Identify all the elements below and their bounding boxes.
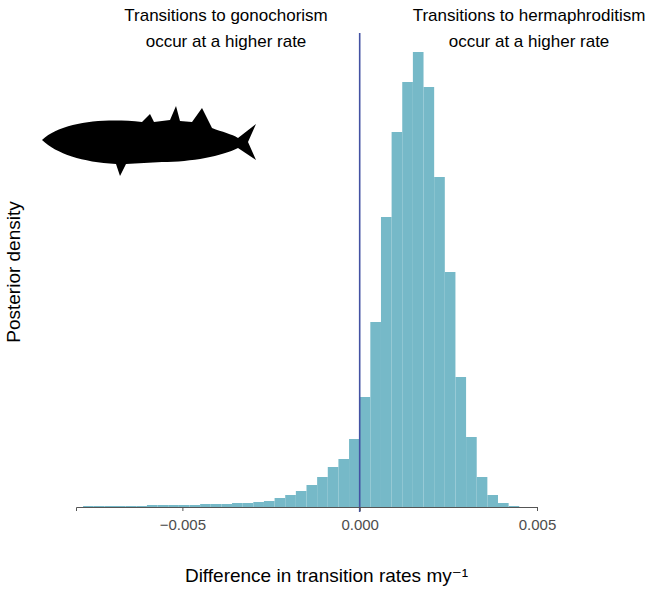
histogram-bar bbox=[317, 477, 328, 507]
reference-line bbox=[359, 33, 361, 512]
annotation: Transitions to hermaphroditism bbox=[413, 6, 646, 25]
histogram-bar bbox=[487, 495, 498, 507]
histogram-bar bbox=[115, 506, 126, 507]
histogram-bar bbox=[498, 503, 509, 507]
histogram-bar bbox=[402, 82, 413, 507]
histogram-bar bbox=[338, 459, 349, 507]
x-tick-mark bbox=[182, 507, 183, 511]
histogram-bar bbox=[275, 498, 286, 507]
histogram-bar bbox=[200, 504, 211, 507]
histogram-bar bbox=[83, 506, 94, 507]
histogram-bar bbox=[104, 506, 115, 507]
x-tick: −0.005 bbox=[160, 507, 206, 533]
chart: −0.005 0.000 0.005 Difference in transition… bbox=[0, 0, 662, 594]
fish-silhouette bbox=[42, 106, 256, 176]
x-tick-label: 0.000 bbox=[341, 516, 379, 533]
x-axis: −0.005 0.000 0.005 bbox=[77, 507, 557, 533]
histogram-bar bbox=[168, 505, 179, 507]
histogram-bar bbox=[211, 504, 222, 507]
histogram-bar bbox=[413, 52, 424, 507]
histogram-bar bbox=[349, 439, 360, 507]
histogram-bar bbox=[158, 505, 169, 507]
x-tick: 0.005 bbox=[519, 507, 557, 533]
histogram-bar bbox=[243, 503, 254, 507]
histogram-bar bbox=[307, 485, 318, 507]
x-tick-label: 0.005 bbox=[519, 516, 557, 533]
x-axis-title: Difference in transition rates my⁻¹ bbox=[185, 565, 468, 586]
histogram-bar bbox=[434, 177, 445, 507]
histogram-bar bbox=[264, 501, 275, 507]
bars bbox=[83, 52, 519, 507]
y-axis-title: Posterior density bbox=[3, 201, 24, 343]
x-tick-label: −0.005 bbox=[160, 516, 206, 533]
annotation: Transitions to gonochorism bbox=[124, 6, 327, 25]
histogram-bar bbox=[232, 503, 243, 507]
histogram-bar bbox=[189, 505, 200, 507]
histogram-bar bbox=[136, 506, 147, 507]
fish-icon bbox=[42, 106, 256, 176]
histogram-bar bbox=[94, 506, 105, 507]
x-tick: 0.000 bbox=[341, 507, 379, 533]
histogram-bar bbox=[360, 397, 371, 507]
histogram-bar bbox=[370, 322, 381, 507]
histogram-bar bbox=[221, 504, 232, 507]
annotation: occur at a higher rate bbox=[449, 32, 610, 51]
histogram-bar bbox=[424, 87, 435, 507]
x-axis-line bbox=[77, 508, 538, 512]
histogram-bar bbox=[179, 505, 190, 507]
histogram-bar bbox=[147, 505, 158, 507]
histogram-bar bbox=[477, 477, 488, 507]
histogram-bar bbox=[296, 491, 307, 507]
x-tick-mark bbox=[360, 507, 361, 511]
annotation: occur at a higher rate bbox=[146, 32, 307, 51]
histogram-bar bbox=[253, 502, 264, 507]
histogram-bar bbox=[455, 377, 466, 507]
histogram-bar bbox=[381, 217, 392, 507]
histogram-bar bbox=[285, 495, 296, 507]
x-tick-mark bbox=[537, 507, 538, 511]
histogram-bar bbox=[126, 506, 137, 507]
histogram-bar bbox=[466, 437, 477, 507]
histogram-bar bbox=[392, 132, 403, 507]
histogram-bar bbox=[445, 272, 456, 507]
histogram-bar bbox=[509, 506, 520, 507]
histogram-bar bbox=[328, 467, 339, 507]
